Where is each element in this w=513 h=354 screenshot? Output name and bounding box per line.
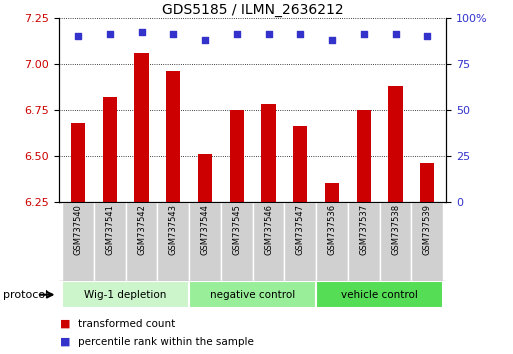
FancyBboxPatch shape: [157, 202, 189, 281]
FancyBboxPatch shape: [94, 202, 126, 281]
FancyBboxPatch shape: [411, 202, 443, 281]
Bar: [262, 104, 275, 202]
Text: GSM737547: GSM737547: [296, 204, 305, 255]
Text: ■: ■: [60, 337, 70, 347]
FancyBboxPatch shape: [126, 202, 157, 281]
FancyBboxPatch shape: [62, 281, 189, 308]
Bar: [166, 71, 181, 202]
Bar: [71, 122, 85, 202]
Text: percentile rank within the sample: percentile rank within the sample: [78, 337, 254, 347]
Text: ■: ■: [60, 319, 70, 329]
Text: Wig-1 depletion: Wig-1 depletion: [85, 290, 167, 300]
Text: GSM737546: GSM737546: [264, 204, 273, 255]
FancyBboxPatch shape: [189, 281, 316, 308]
FancyBboxPatch shape: [380, 202, 411, 281]
Bar: [134, 53, 149, 202]
FancyBboxPatch shape: [189, 202, 221, 281]
Text: negative control: negative control: [210, 290, 295, 300]
Point: [296, 32, 304, 37]
FancyBboxPatch shape: [253, 202, 284, 281]
Point: [391, 32, 400, 37]
Text: vehicle control: vehicle control: [341, 290, 418, 300]
Text: protocol: protocol: [3, 290, 48, 300]
Text: GSM737539: GSM737539: [423, 204, 432, 255]
FancyBboxPatch shape: [316, 281, 443, 308]
FancyBboxPatch shape: [348, 202, 380, 281]
Point: [360, 32, 368, 37]
Text: GSM737537: GSM737537: [359, 204, 368, 255]
Bar: [420, 163, 435, 202]
Text: GSM737541: GSM737541: [105, 204, 114, 255]
Bar: [325, 183, 339, 202]
Title: GDS5185 / ILMN_2636212: GDS5185 / ILMN_2636212: [162, 3, 344, 17]
Point: [328, 37, 336, 42]
Point: [423, 33, 431, 39]
Bar: [230, 110, 244, 202]
Text: GSM737538: GSM737538: [391, 204, 400, 255]
Text: GSM737536: GSM737536: [327, 204, 337, 255]
FancyBboxPatch shape: [62, 202, 94, 281]
Point: [74, 33, 82, 39]
Text: GSM737545: GSM737545: [232, 204, 241, 255]
Point: [169, 32, 177, 37]
Bar: [388, 86, 403, 202]
Bar: [357, 110, 371, 202]
Point: [264, 32, 272, 37]
Point: [137, 30, 146, 35]
FancyBboxPatch shape: [284, 202, 316, 281]
Point: [106, 32, 114, 37]
FancyBboxPatch shape: [221, 202, 253, 281]
Text: GSM737540: GSM737540: [73, 204, 83, 255]
Point: [201, 37, 209, 42]
Bar: [198, 154, 212, 202]
Text: GSM737542: GSM737542: [137, 204, 146, 255]
Text: GSM737543: GSM737543: [169, 204, 178, 255]
FancyBboxPatch shape: [316, 202, 348, 281]
Bar: [103, 97, 117, 202]
Point: [233, 32, 241, 37]
Text: transformed count: transformed count: [78, 319, 175, 329]
Text: GSM737544: GSM737544: [201, 204, 209, 255]
Bar: [293, 126, 307, 202]
